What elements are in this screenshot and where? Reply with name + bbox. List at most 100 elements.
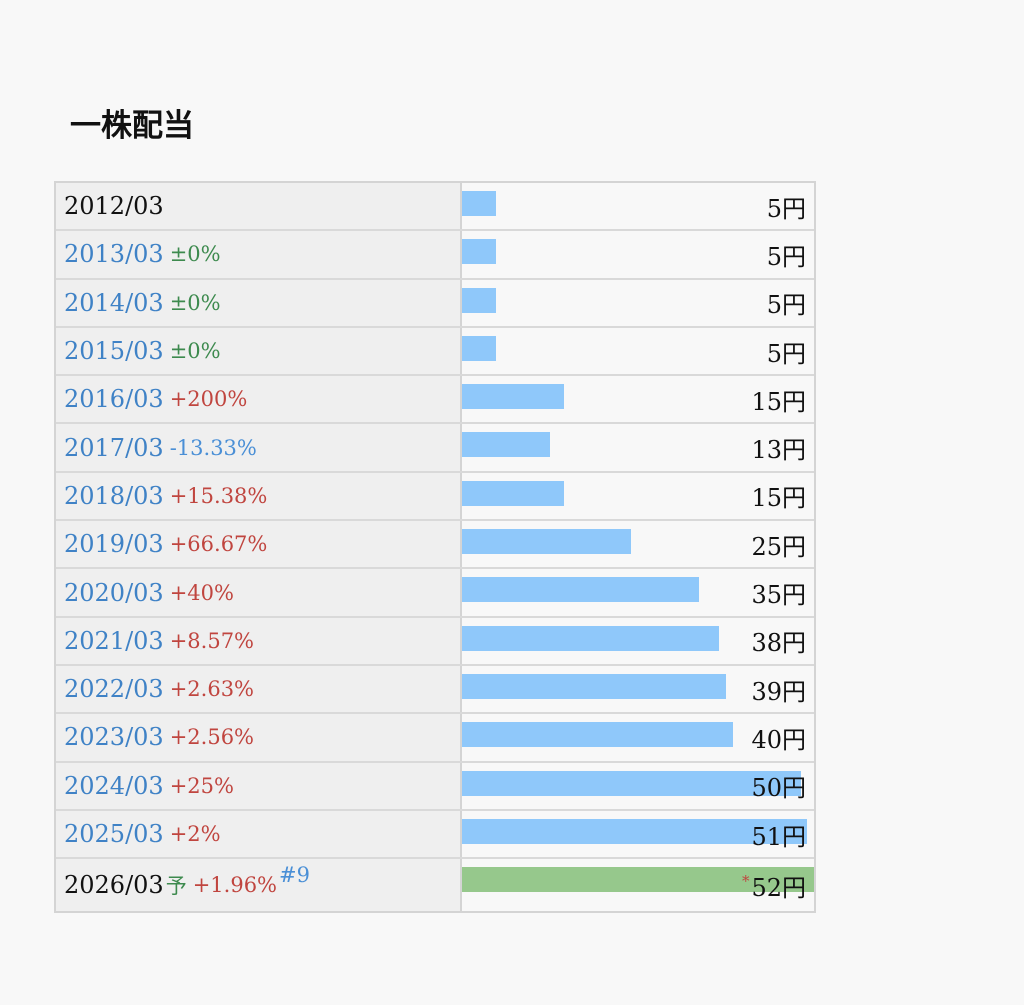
value-text: 40円 [751, 725, 806, 754]
value-text: 52円 [751, 873, 806, 902]
bar-cell: 5円 [462, 328, 814, 374]
bar-cell: 35円 [462, 569, 814, 615]
period-label[interactable]: 2019/03 [64, 530, 164, 559]
table-row: 2024/03 +25% 50円 [56, 762, 814, 811]
change-label: ±0% [169, 339, 221, 364]
table-row: 2017/03 -13.33% 13円 [56, 424, 814, 473]
period-cell: 2019/03 +66.67% [56, 521, 462, 568]
value-text: 13円 [751, 436, 806, 465]
period-cell: 2013/03 ±0% [56, 231, 462, 278]
period-label[interactable]: 2014/03 [64, 288, 164, 317]
dividend-bar [462, 384, 564, 410]
value-label: 35円 [751, 569, 806, 615]
change-label: +8.57% [169, 628, 255, 653]
value-text: 39円 [751, 677, 806, 706]
value-label: 5円 [767, 328, 806, 374]
table-row: 2020/03 +40% 35円 [56, 569, 814, 618]
bar-cell: 39円 [462, 666, 814, 712]
bar-cell: 25円 [462, 521, 814, 567]
table-row: 2022/03 +2.63% 39円 [56, 665, 814, 715]
value-label: 5円 [767, 280, 806, 326]
period-cell: 2025/03 +2% [56, 810, 462, 858]
dividend-bar [462, 480, 564, 506]
period-label: 2026/03 [64, 871, 164, 900]
bar-cell: 15円 [462, 473, 814, 519]
value-label: 15円 [751, 473, 806, 519]
bar-cell: * 52円 [462, 859, 814, 911]
period-label[interactable]: 2018/03 [64, 481, 164, 510]
table-row: 2013/03 ±0% 5円 [56, 231, 814, 280]
bar-cell: 5円 [462, 231, 814, 277]
change-label: +2.56% [169, 725, 255, 750]
period-cell: 2026/03 予 +1.96% #9 [56, 859, 462, 912]
period-label[interactable]: 2016/03 [64, 385, 164, 414]
dividend-bar [462, 673, 726, 699]
bar-cell: 15円 [462, 376, 814, 422]
value-label: 25円 [751, 521, 806, 567]
period-cell: 2012/03 [56, 183, 462, 230]
table-row: 2012/03 5円 [56, 183, 814, 232]
table-row: 2019/03 +66.67% 25円 [56, 521, 814, 570]
change-label: +2% [169, 822, 221, 846]
table-row: 2021/03 +8.57% 38円 [56, 617, 814, 666]
period-label[interactable]: 2017/03 [64, 433, 164, 462]
value-text: 5円 [766, 242, 806, 271]
period-cell: 2024/03 +25% [56, 762, 462, 809]
change-label: +200% [169, 387, 248, 412]
value-text: 5円 [766, 194, 806, 223]
forecast-bar [462, 867, 814, 893]
period-cell: 2018/03 +15.38% [56, 472, 462, 520]
forecast-asterisk: * [741, 872, 750, 891]
value-label: 39円 [751, 666, 806, 712]
period-label[interactable]: 2013/03 [64, 240, 164, 269]
table-row: 2026/03 予 +1.96% #9 * 52円 [56, 859, 814, 912]
change-label: +2.63% [169, 677, 255, 702]
table-row: 2018/03 +15.38% 15円 [56, 472, 814, 522]
bar-cell: 50円 [462, 763, 814, 809]
period-cell: 2017/03 -13.33% [56, 424, 462, 471]
bar-cell: 38円 [462, 618, 814, 664]
value-label: 51円 [751, 811, 806, 857]
period-cell: 2023/03 +2.56% [56, 714, 462, 761]
value-text: 38円 [751, 629, 806, 658]
dividend-table: 2012/03 5円 2013/03 ±0% 5円 2014/03 ±0% 5円 2015/03… [54, 181, 816, 914]
footnote-link[interactable]: #9 [279, 863, 310, 888]
period-label: 2012/03 [64, 192, 164, 221]
change-label: +66.67% [169, 532, 268, 557]
change-label: ±0% [169, 290, 221, 315]
change-label: +25% [169, 773, 234, 798]
period-label[interactable]: 2015/03 [64, 337, 164, 366]
value-label: 40円 [751, 714, 806, 760]
period-cell: 2022/03 +2.63% [56, 665, 462, 713]
dividend-bar [462, 432, 550, 458]
bar-cell: 5円 [462, 183, 814, 229]
table-row: 2023/03 +2.56% 40円 [56, 714, 814, 763]
value-text: 35円 [751, 581, 806, 610]
period-label[interactable]: 2020/03 [64, 578, 164, 607]
period-label[interactable]: 2025/03 [64, 820, 164, 848]
period-label[interactable]: 2023/03 [64, 723, 164, 752]
value-label: 50円 [751, 763, 806, 809]
period-cell: 2021/03 +8.57% [56, 617, 462, 664]
value-text: 25円 [751, 532, 806, 561]
dividend-bar [462, 577, 699, 603]
period-label[interactable]: 2021/03 [64, 626, 164, 655]
page-title: 一株配当 [70, 108, 194, 144]
dividend-bar [462, 722, 733, 748]
period-label[interactable]: 2024/03 [64, 771, 164, 800]
bar-cell: 13円 [462, 424, 814, 470]
value-label: 15円 [751, 376, 806, 422]
value-label: 5円 [767, 231, 806, 277]
value-text: 15円 [751, 484, 806, 513]
change-label: +15.38% [169, 483, 268, 508]
change-label: +40% [169, 580, 234, 605]
period-label[interactable]: 2022/03 [64, 675, 164, 704]
value-text: 5円 [766, 291, 806, 320]
period-cell: 2016/03 +200% [56, 376, 462, 423]
dividend-bar [462, 529, 632, 555]
dividend-bar [462, 239, 496, 265]
change-label: +1.96% [192, 873, 278, 898]
table-row: 2025/03 +2% 51円 [56, 810, 814, 860]
period-cell: 2020/03 +40% [56, 569, 462, 616]
dividend-bar [462, 287, 496, 313]
